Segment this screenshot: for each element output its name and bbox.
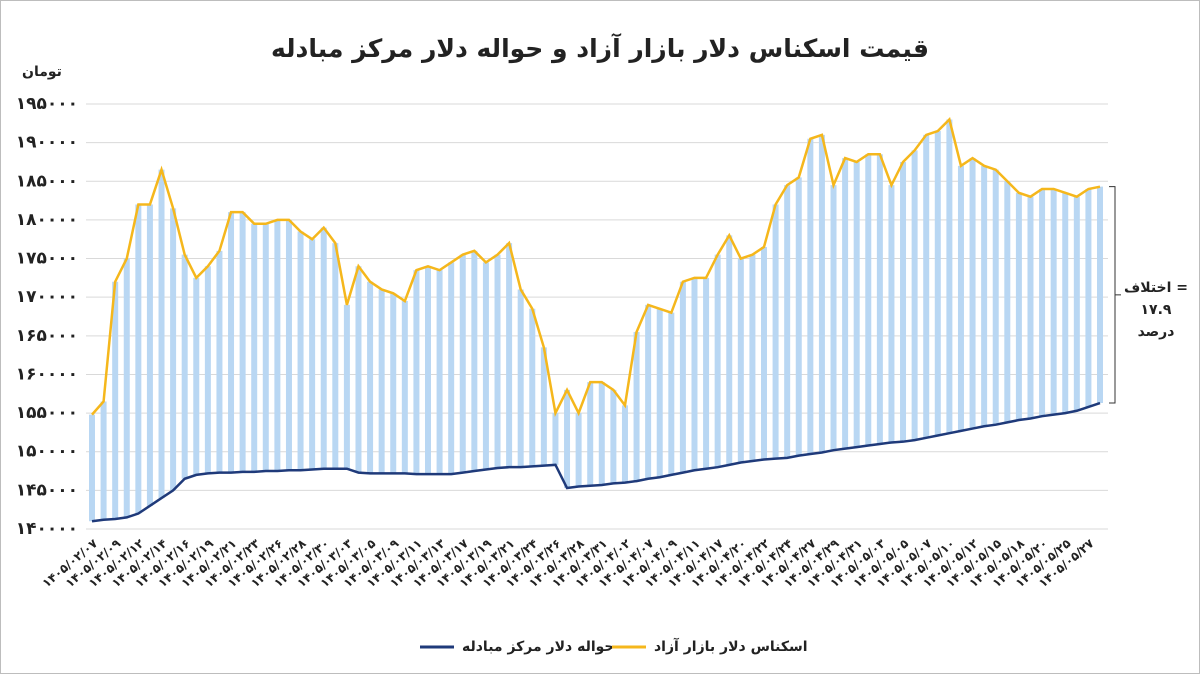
y-tick-label: ۱۴۰۰۰۰ (16, 519, 78, 539)
legend-label: حواله دلار مرکز مبادله (462, 639, 615, 655)
chart-title: قیمت اسکناس دلار بازار آزاد و حواله دلار… (271, 33, 929, 64)
y-tick-label: ۱۷۵۰۰۰ (16, 249, 78, 269)
annotation: درصد (1138, 324, 1175, 340)
y-tick-label: ۱۹۰۰۰۰ (16, 133, 78, 153)
legend-label: اسکناس دلار بازار آزاد (654, 637, 808, 655)
y-tick-label: ۱۵۵۰۰۰ (16, 403, 78, 423)
y-tick-label: ۱۸۵۰۰۰ (16, 171, 78, 191)
y-tick-label: ۱۹۵۰۰۰ (16, 94, 78, 114)
annotation: اختلاف = (1124, 280, 1188, 296)
y-tick-label: ۱۶۰۰۰۰ (16, 364, 78, 384)
y-tick-label: ۱۵۰۰۰۰ (16, 442, 78, 462)
y-tick-label: ۱۴۵۰۰۰ (16, 480, 78, 500)
series-line (91, 401, 1101, 523)
y-tick-label: ۱۶۵۰۰۰ (16, 326, 78, 346)
series-line (91, 117, 1101, 418)
y-axis-label: تومان (22, 64, 62, 80)
y-tick-label: ۱۸۰۰۰۰ (16, 210, 78, 230)
y-tick-label: ۱۷۰۰۰۰ (16, 287, 78, 307)
annotation: ۱۷.۹ (1141, 302, 1172, 318)
